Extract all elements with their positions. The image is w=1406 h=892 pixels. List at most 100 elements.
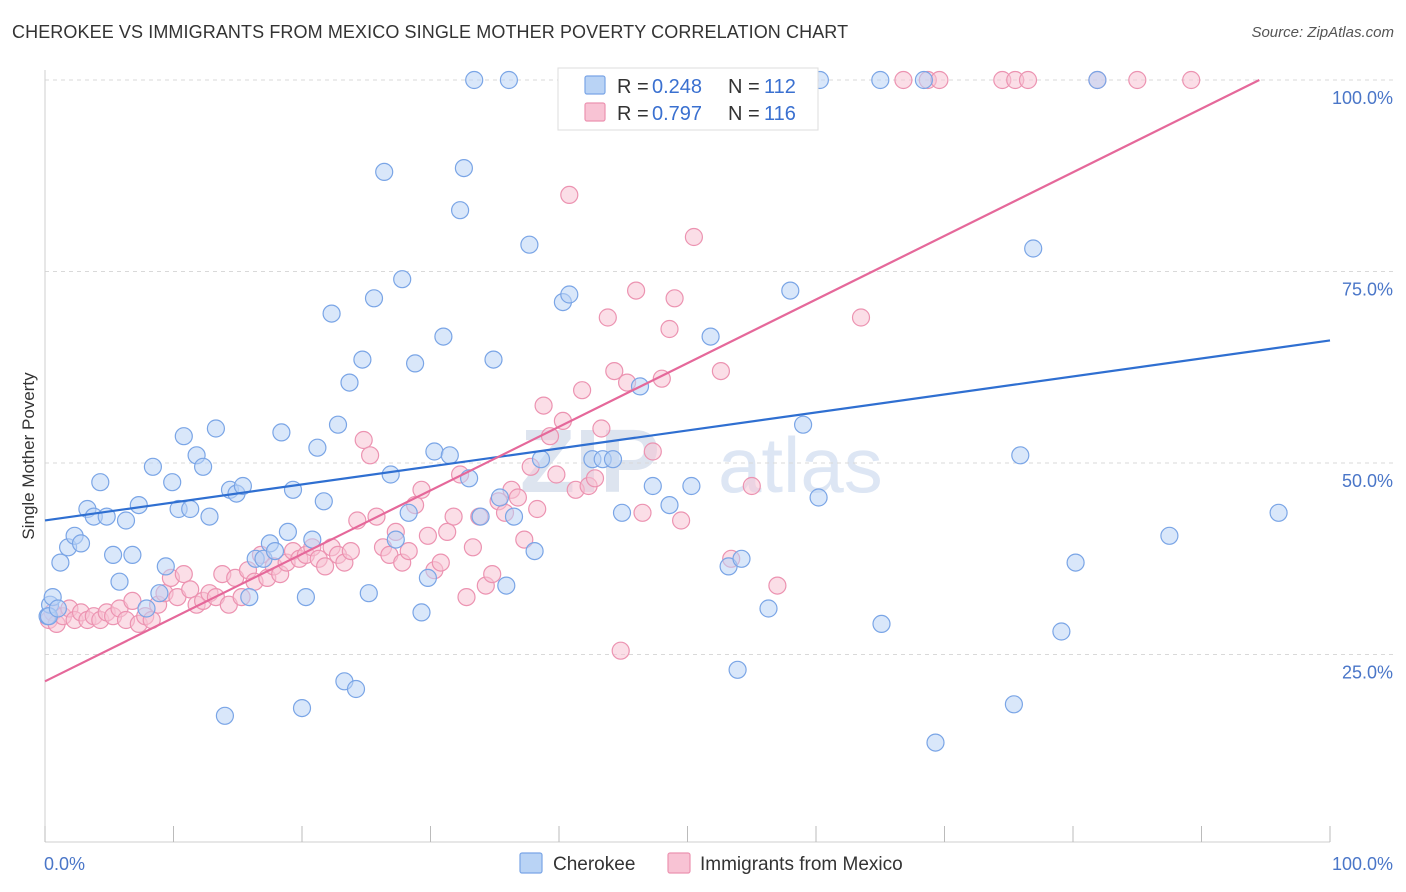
mexico-point-74: [509, 489, 526, 506]
mexico-point-88: [599, 309, 616, 326]
cherokee-point-101: [1270, 504, 1287, 521]
cherokee-point-88: [733, 550, 750, 567]
cherokee-point-70: [498, 577, 515, 594]
cherokee-point-85: [702, 328, 719, 345]
correlation-legend: R = 0.248 N = 112 R = 0.797 N = 116: [558, 68, 818, 130]
cherokee-point-57: [400, 504, 417, 521]
cherokee-point-68: [485, 351, 502, 368]
cherokee-point-12: [111, 573, 128, 590]
mexico-point-94: [644, 443, 661, 460]
cherokee-point-93: [873, 615, 890, 632]
cherokee-point-41: [297, 589, 314, 606]
cherokee-point-98: [1053, 623, 1070, 640]
legend-r-value-2: 0.797: [652, 103, 702, 125]
mexico-point-51: [362, 447, 379, 464]
cherokee-point-108: [915, 72, 932, 89]
cherokee-point-95: [1005, 696, 1022, 713]
cherokee-point-3: [52, 554, 69, 571]
y-tick-label-50: 50.0%: [1342, 471, 1393, 491]
cherokee-point-14: [124, 546, 141, 563]
cherokee-point-102: [466, 72, 483, 89]
mexico-point-102: [743, 478, 760, 495]
mexico-point-86: [587, 470, 604, 487]
cherokee-point-60: [419, 569, 436, 586]
cherokee-point-48: [341, 374, 358, 391]
scatter-chart: ZIP atlas 100.0%75.0%50.0%25.0% 0.0% 100…: [0, 0, 1406, 892]
cherokee-point-11: [105, 546, 122, 563]
mexico-point-64: [445, 508, 462, 525]
mexico-point-67: [464, 539, 481, 556]
cherokee-point-23: [182, 501, 199, 518]
y-tick-label-75: 75.0%: [1342, 280, 1393, 300]
cherokee-point-82: [644, 478, 661, 495]
series-immigrants-from-mexico: [40, 72, 1199, 660]
cherokee-point-52: [366, 290, 383, 307]
cherokee-point-61: [426, 443, 443, 460]
mexico-point-70: [484, 566, 501, 583]
cherokee-point-72: [521, 236, 538, 253]
cherokee-point-32: [241, 589, 258, 606]
cherokee-point-97: [1025, 240, 1042, 257]
cherokee-point-62: [435, 328, 452, 345]
cherokee-point-45: [323, 305, 340, 322]
cherokee-point-76: [561, 286, 578, 303]
legend-r-value-1: 0.248: [652, 76, 702, 98]
cherokee-point-109: [1089, 72, 1106, 89]
cherokee-point-79: [605, 451, 622, 468]
x-axis-ticks: [45, 826, 1330, 842]
legend-n-label-2: N =: [728, 103, 760, 125]
mexico-point-110: [1020, 72, 1037, 89]
legend-r-label-1: R =: [617, 76, 649, 98]
cherokee-point-111: [49, 600, 66, 617]
cherokee-point-40: [294, 700, 311, 717]
cherokee-point-17: [144, 458, 161, 475]
cherokee-point-20: [164, 474, 181, 491]
cherokee-point-103: [500, 72, 517, 89]
cherokee-point-50: [354, 351, 371, 368]
cherokee-point-53: [376, 163, 393, 180]
series-legend: Cherokee Immigrants from Mexico: [520, 853, 903, 875]
cherokee-point-28: [216, 707, 233, 724]
bottom-legend-label-cherokee: Cherokee: [553, 854, 635, 875]
cherokee-point-58: [407, 355, 424, 372]
cherokee-point-49: [348, 681, 365, 698]
y-axis-label: Single Mother Poverty: [19, 372, 38, 540]
cherokee-point-92: [810, 489, 827, 506]
cherokee-point-74: [533, 451, 550, 468]
mexico-point-50: [355, 432, 372, 449]
cherokee-point-107: [872, 72, 889, 89]
mexico-point-60: [419, 527, 436, 544]
legend-n-value-1: 112: [764, 76, 796, 98]
cherokee-point-90: [782, 282, 799, 299]
cherokee-point-96: [1012, 447, 1029, 464]
cherokee-point-99: [1067, 554, 1084, 571]
mexico-point-66: [458, 589, 475, 606]
cherokee-point-87: [729, 661, 746, 678]
cherokee-point-44: [315, 493, 332, 510]
cherokee-point-13: [118, 512, 135, 529]
cherokee-point-59: [413, 604, 430, 621]
bottom-legend-swatch-cherokee: [520, 853, 542, 873]
mexico-point-80: [548, 466, 565, 483]
cherokee-point-64: [452, 202, 469, 219]
mexico-point-92: [628, 282, 645, 299]
mexico-point-97: [666, 290, 683, 307]
cherokee-point-65: [455, 160, 472, 177]
legend-n-label-1: N =: [728, 76, 760, 98]
mexico-point-113: [1183, 72, 1200, 89]
mexico-point-103: [769, 577, 786, 594]
cherokee-point-55: [387, 531, 404, 548]
legend-swatch-immigrants-from-mexico: [585, 103, 605, 121]
mexico-point-99: [685, 229, 702, 246]
trend-line-immigrants-from-mexico: [45, 80, 1259, 681]
cherokee-point-73: [526, 543, 543, 560]
cherokee-point-19: [157, 558, 174, 575]
cherokee-point-51: [360, 585, 377, 602]
cherokee-point-27: [207, 420, 224, 437]
cherokee-point-43: [309, 439, 326, 456]
cherokee-point-91: [795, 416, 812, 433]
cherokee-point-80: [614, 504, 631, 521]
legend-r-label-2: R =: [617, 103, 649, 125]
mexico-point-62: [432, 554, 449, 571]
cherokee-point-84: [683, 478, 700, 495]
